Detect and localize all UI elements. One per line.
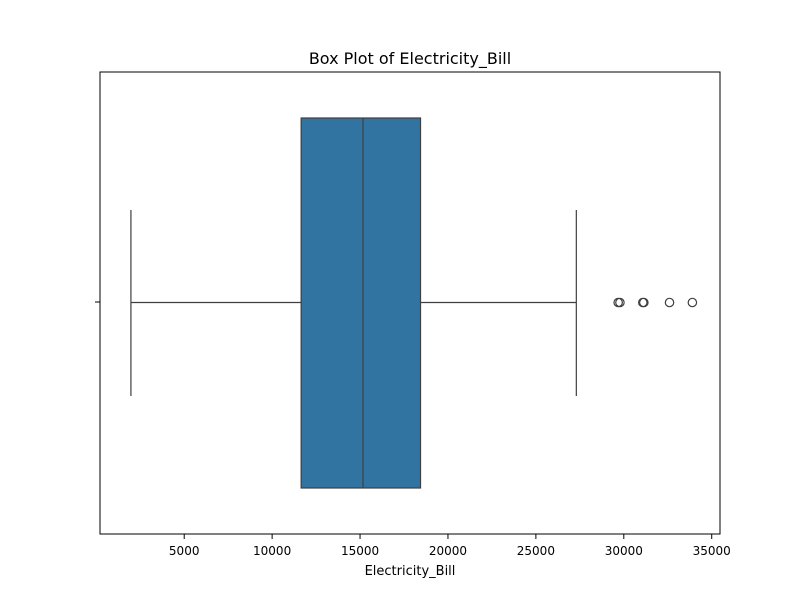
x-tick-label: 10000 (253, 544, 291, 558)
interquartile-box (300, 117, 422, 489)
outlier-point (687, 297, 698, 308)
x-tick-label: 15000 (341, 544, 379, 558)
x-tick-label: 30000 (605, 544, 643, 558)
outlier-point (664, 297, 675, 308)
x-tick-label: 20000 (429, 544, 467, 558)
chart-title: Box Plot of Electricity_Bill (309, 49, 511, 69)
x-tick-label: 35000 (693, 544, 731, 558)
axes-frame (99, 71, 721, 535)
x-axis-ticks: 5000 10000 15000 20000 25000 30000 35000 (169, 534, 731, 558)
x-tick-label: 25000 (517, 544, 555, 558)
plot-area (130, 117, 698, 489)
x-axis-label: Electricity_Bill (365, 564, 456, 579)
outlier-point (639, 297, 649, 308)
x-tick-label: 5000 (169, 544, 200, 558)
outlier-point (615, 297, 625, 308)
